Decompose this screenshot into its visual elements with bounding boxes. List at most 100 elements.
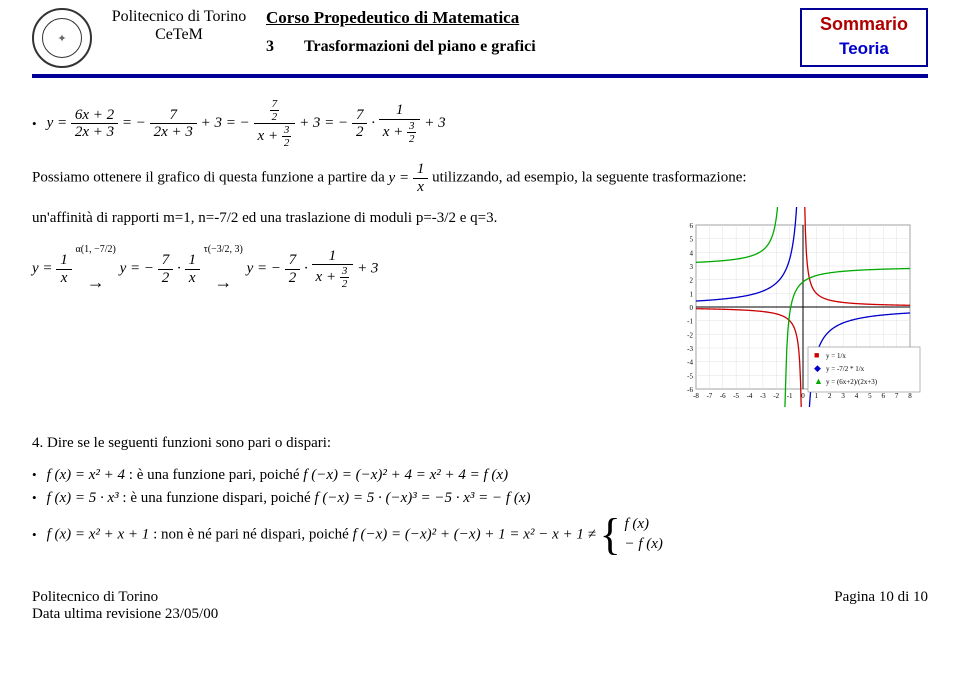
item3-rhs-a: f (−x) = (−x)² + (−x) + 1 = x² − x + 1 ≠ <box>353 526 596 542</box>
parity-item-2: • f (x) = 5 · x³ : è una funzione dispar… <box>32 490 928 507</box>
page-footer: Politecnico di Torino Data ultima revisi… <box>32 589 928 623</box>
eq-f5d-num: 3 <box>407 120 417 133</box>
chart-svg: -8-7-6-5-4-3-2-1012345678-6-5-4-3-2-1012… <box>678 207 928 407</box>
eq-dot: · <box>371 115 375 131</box>
svg-text:-2: -2 <box>773 392 779 400</box>
eq-f5d-left: x + <box>383 124 404 140</box>
svg-text:y = -7/2 * 1/x: y = -7/2 * 1/x <box>826 365 865 373</box>
svg-text:2: 2 <box>828 392 832 400</box>
svg-text:-1: -1 <box>687 318 693 326</box>
svg-text:6: 6 <box>690 222 694 230</box>
svg-text:-8: -8 <box>693 392 699 400</box>
svg-text:-4: -4 <box>687 359 693 367</box>
tc-plus3: + 3 <box>357 261 378 277</box>
tc-f1bd: x <box>185 270 201 287</box>
tc-dot: · <box>177 261 181 277</box>
transformation-chart: -8-7-6-5-4-3-2-1012345678-6-5-4-3-2-1012… <box>678 207 928 412</box>
tc-f2bn: 1 <box>312 248 354 266</box>
tc-f1bn: 1 <box>185 252 201 270</box>
bullet-icon: • <box>32 490 37 506</box>
svg-text:◆: ◆ <box>814 363 821 373</box>
tc-f2ad: 2 <box>285 270 301 287</box>
para1-den: x <box>413 179 429 196</box>
chapter-number: 3 <box>266 38 274 56</box>
tc-f1ad: 2 <box>158 270 174 287</box>
svg-text:-6: -6 <box>720 392 726 400</box>
svg-text:-4: -4 <box>747 392 753 400</box>
svg-text:■: ■ <box>814 350 819 360</box>
summary-box: Sommario Teoria <box>800 8 928 67</box>
theory-link[interactable]: Teoria <box>814 39 914 59</box>
footer-page-number: Pagina 10 di 10 <box>834 589 928 623</box>
para1-num: 1 <box>413 161 429 179</box>
svg-text:-3: -3 <box>687 345 693 353</box>
svg-text:4: 4 <box>855 392 859 400</box>
footer-institution: Politecnico di Torino <box>32 589 218 606</box>
item3-lhs: f (x) = x² + x + 1 <box>47 526 150 542</box>
item2-lhs: f (x) = 5 · x³ <box>47 490 119 506</box>
svg-text:-6: -6 <box>687 386 693 394</box>
item1-rhs: f (−x) = (−x)² + 4 = x² + 4 = f (x) <box>303 467 508 483</box>
eq-f3d-num: 3 <box>282 124 292 137</box>
svg-text:▲: ▲ <box>814 376 823 386</box>
eq-plus3b: + 3 = − <box>299 115 348 131</box>
brace-icon: { <box>600 513 621 557</box>
svg-text:1: 1 <box>690 291 694 299</box>
summary-title: Sommario <box>814 14 914 35</box>
tc-f0d: x <box>56 270 72 287</box>
svg-text:5: 5 <box>690 236 694 244</box>
bullet-icon: • <box>32 467 37 483</box>
svg-text:1: 1 <box>815 392 819 400</box>
svg-text:-5: -5 <box>687 373 693 381</box>
tc-f2cn: 3 <box>340 265 350 278</box>
item1-mid: : è una funzione pari, poiché <box>129 467 304 483</box>
eq-f3d-left: x + <box>258 128 279 144</box>
eq-f3n-den: 2 <box>270 111 280 123</box>
svg-text:3: 3 <box>841 392 845 400</box>
eq-f2-num: 7 <box>150 107 197 125</box>
svg-text:3: 3 <box>690 263 694 271</box>
item1-lhs: f (x) = x² + 4 <box>47 467 125 483</box>
para1-b: utilizzando, ad esempio, la seguente tra… <box>432 170 746 186</box>
course-title: Corso Propedeutico di Matematica <box>266 8 788 28</box>
logo-inner-icon: ✦ <box>42 18 82 58</box>
svg-text:y = 1/x: y = 1/x <box>826 352 846 360</box>
eq-eq1: = − <box>122 115 146 131</box>
header-rule <box>32 74 928 78</box>
eq-f3n-num: 7 <box>270 98 280 111</box>
tc-step1-label: α(1, −7/2) <box>76 244 116 255</box>
institution-dept: CeTeM <box>104 26 254 44</box>
chapter-name: Trasformazioni del piano e grafici <box>304 38 536 56</box>
institution-logo: ✦ <box>32 8 92 68</box>
svg-text:5: 5 <box>868 392 872 400</box>
arrow-icon: → <box>87 272 105 292</box>
eq-f3d-den: 2 <box>282 137 292 149</box>
eq-f5-num: 1 <box>379 102 421 120</box>
footer-revision-date: Data ultima revisione 23/05/00 <box>32 606 218 623</box>
tc-f1an: 7 <box>158 252 174 270</box>
tc-y1: y = − <box>120 261 154 277</box>
institution-name: Politecnico di Torino <box>104 8 254 26</box>
main-equation: • y = 6x + 2 2x + 3 = − 7 2x + 3 + 3 = −… <box>32 98 928 149</box>
svg-text:-2: -2 <box>687 332 693 340</box>
tc-y0: y = <box>32 261 53 277</box>
eq-f4-den: 2 <box>352 124 368 141</box>
eq-f1-num: 6x + 2 <box>71 107 118 125</box>
item2-mid: : è una funzione dispari, poiché <box>122 490 314 506</box>
eq-f5d-den: 2 <box>407 133 417 145</box>
parity-item-1: • f (x) = x² + 4 : è una funzione pari, … <box>32 467 928 484</box>
svg-text:-5: -5 <box>733 392 739 400</box>
section4-title: 4. Dire se le seguenti funzioni sono par… <box>32 432 928 455</box>
svg-text:2: 2 <box>690 277 694 285</box>
tc-dot2: · <box>304 261 308 277</box>
bullet-icon: • <box>32 116 37 132</box>
eq-plus3a: + 3 = − <box>201 115 250 131</box>
svg-text:-3: -3 <box>760 392 766 400</box>
institution-block: Politecnico di Torino CeTeM <box>104 8 254 44</box>
para1-y: y = <box>389 170 410 186</box>
tc-f2cd: 2 <box>340 278 350 290</box>
item3-brace-bot: − f (x) <box>624 535 662 555</box>
svg-text:7: 7 <box>895 392 899 400</box>
arrow-icon: → <box>214 272 232 292</box>
eq-f2-den: 2x + 3 <box>150 124 197 141</box>
